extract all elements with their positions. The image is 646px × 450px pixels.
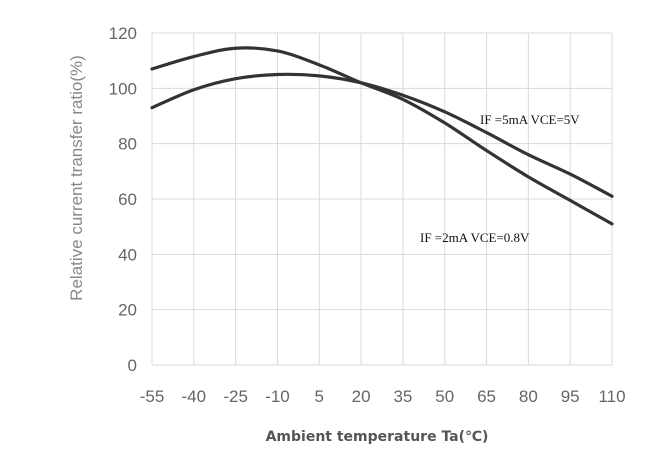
x-tick-label: 65 bbox=[477, 387, 496, 406]
x-tick-label: -10 bbox=[265, 387, 290, 406]
x-tick-label: 80 bbox=[519, 387, 538, 406]
x-tick-label: 20 bbox=[352, 387, 371, 406]
y-tick-label: 60 bbox=[118, 190, 137, 209]
x-tick-label: 35 bbox=[393, 387, 412, 406]
x-tick-label: 95 bbox=[561, 387, 580, 406]
x-tick-label: 50 bbox=[435, 387, 454, 406]
x-tick-label: 5 bbox=[315, 387, 324, 406]
series-lines bbox=[150, 46, 614, 226]
x-tick-label: 110 bbox=[598, 387, 625, 406]
y-tick-label: 20 bbox=[118, 301, 137, 320]
y-tick-label: 100 bbox=[109, 79, 137, 98]
series-label-5ma: IF =5mA VCE=5V bbox=[480, 112, 580, 127]
series-label-2ma: IF =2mA VCE=0.8V bbox=[420, 230, 530, 245]
y-tick-label: 120 bbox=[109, 24, 137, 43]
series-line-5ma bbox=[150, 72, 614, 198]
y-axis-title: Relative current transfer ratio(%) bbox=[67, 55, 86, 301]
series-line-2ma bbox=[150, 46, 614, 226]
x-axis-title: Ambient temperature Ta(℃) bbox=[266, 429, 489, 445]
y-tick-label: 0 bbox=[128, 356, 137, 375]
y-tick-label: 40 bbox=[118, 245, 137, 264]
x-tick-labels: -55 -40 -25 -10 5 20 35 50 65 80 95 110 bbox=[140, 387, 626, 406]
y-tick-labels: 0 20 40 60 80 100 120 bbox=[109, 24, 137, 375]
x-tick-label: -25 bbox=[223, 387, 248, 406]
y-tick-label: 80 bbox=[118, 135, 137, 154]
x-tick-label: -40 bbox=[182, 387, 207, 406]
x-tick-label: -55 bbox=[140, 387, 165, 406]
